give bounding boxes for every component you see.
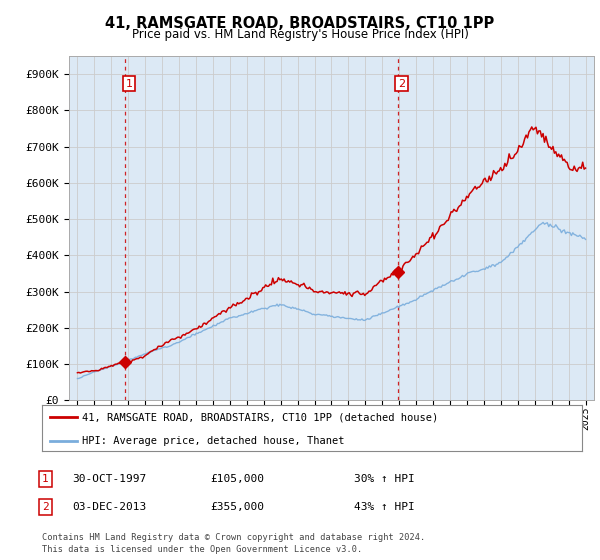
Text: 41, RAMSGATE ROAD, BROADSTAIRS, CT10 1PP: 41, RAMSGATE ROAD, BROADSTAIRS, CT10 1PP [106, 16, 494, 31]
Text: Contains HM Land Registry data © Crown copyright and database right 2024.: Contains HM Land Registry data © Crown c… [42, 533, 425, 542]
Text: 1: 1 [125, 78, 133, 88]
Text: 30-OCT-1997: 30-OCT-1997 [72, 474, 146, 484]
Text: 1: 1 [42, 474, 49, 484]
Text: 43% ↑ HPI: 43% ↑ HPI [354, 502, 415, 512]
Text: This data is licensed under the Open Government Licence v3.0.: This data is licensed under the Open Gov… [42, 545, 362, 554]
Text: 03-DEC-2013: 03-DEC-2013 [72, 502, 146, 512]
Text: £355,000: £355,000 [210, 502, 264, 512]
Text: 30% ↑ HPI: 30% ↑ HPI [354, 474, 415, 484]
Text: £105,000: £105,000 [210, 474, 264, 484]
Text: 2: 2 [398, 78, 405, 88]
Text: HPI: Average price, detached house, Thanet: HPI: Average price, detached house, Than… [83, 436, 345, 446]
Text: 2: 2 [42, 502, 49, 512]
Text: Price paid vs. HM Land Registry's House Price Index (HPI): Price paid vs. HM Land Registry's House … [131, 28, 469, 41]
Text: 41, RAMSGATE ROAD, BROADSTAIRS, CT10 1PP (detached house): 41, RAMSGATE ROAD, BROADSTAIRS, CT10 1PP… [83, 412, 439, 422]
